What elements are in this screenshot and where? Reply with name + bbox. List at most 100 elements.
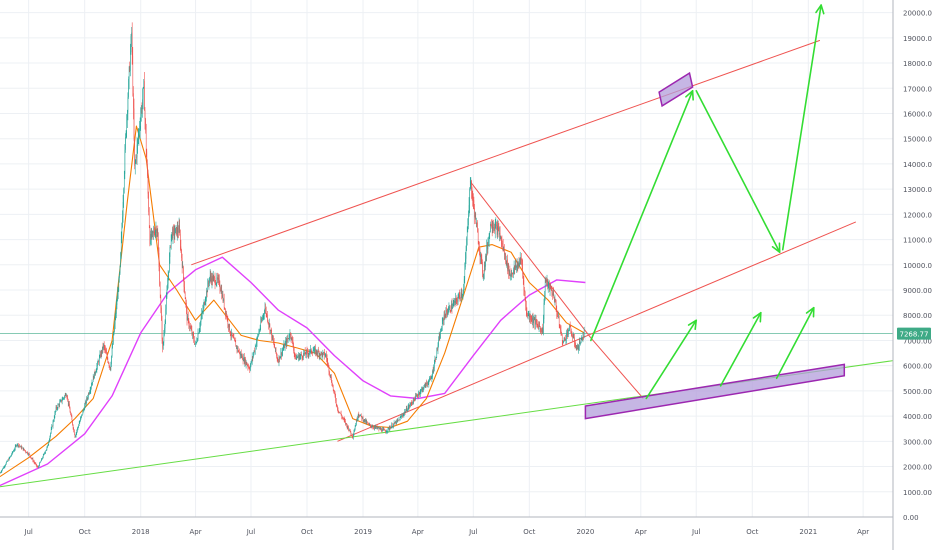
- candle-body: [332, 382, 333, 386]
- candle-body: [133, 93, 134, 108]
- candle-body: [405, 412, 406, 413]
- candle-body: [390, 428, 391, 429]
- candle-body: [322, 353, 323, 356]
- candle-body: [235, 340, 236, 342]
- candle-body: [194, 340, 195, 343]
- candle-body: [492, 227, 493, 229]
- candle-body: [563, 341, 564, 343]
- candle-body: [161, 308, 162, 321]
- candle-body: [32, 459, 33, 460]
- candle-body: [581, 338, 582, 343]
- candle-body: [303, 357, 304, 358]
- candle-body: [92, 383, 93, 386]
- candle-body: [545, 280, 546, 296]
- candle-body: [3, 468, 4, 469]
- candle-body: [206, 291, 207, 298]
- candle-body: [65, 395, 66, 396]
- candle-body: [547, 279, 548, 286]
- candle-body: [154, 234, 155, 235]
- candle-body: [176, 227, 177, 228]
- candle-body: [56, 407, 57, 411]
- candle-body: [574, 337, 575, 343]
- candle-body: [243, 357, 244, 361]
- candle-body: [518, 264, 519, 267]
- candle-body: [552, 293, 553, 295]
- candle-body: [295, 355, 296, 356]
- candle-body: [37, 466, 38, 467]
- candle-body: [465, 259, 466, 267]
- candle-body: [38, 467, 39, 468]
- candle-body: [289, 338, 290, 339]
- candle-body: [407, 408, 408, 411]
- candle-body: [212, 276, 213, 281]
- candle-body: [49, 442, 50, 444]
- candle-body: [255, 346, 256, 351]
- candle-body: [103, 347, 104, 349]
- candle-body: [27, 452, 28, 453]
- candle-body: [251, 362, 252, 366]
- candle-body: [132, 33, 133, 56]
- candle-body: [338, 411, 339, 412]
- candle-body: [215, 278, 216, 284]
- candle-body: [383, 429, 384, 430]
- candle-body: [523, 274, 524, 280]
- candle-body: [122, 227, 123, 238]
- candle-body: [147, 164, 148, 176]
- candle-body: [266, 309, 267, 315]
- candle-body: [514, 266, 515, 269]
- candle-body: [490, 232, 491, 233]
- candle-body: [532, 318, 533, 321]
- candle-body: [139, 130, 140, 136]
- y-tick-label: 19000.00: [903, 35, 932, 43]
- candle-body: [519, 263, 520, 266]
- candle-body: [5, 466, 6, 467]
- candle-body: [91, 387, 92, 390]
- y-tick-label: 17000.00: [903, 85, 932, 93]
- candle-body: [558, 315, 559, 317]
- candle-body: [399, 420, 400, 421]
- candle-body: [510, 271, 511, 276]
- candle-body: [395, 422, 396, 423]
- candle-body: [43, 455, 44, 458]
- candle-body: [382, 429, 383, 431]
- candle-body: [189, 319, 190, 326]
- candle-body: [195, 344, 196, 345]
- candle-body: [120, 253, 121, 266]
- candle-body: [579, 342, 580, 347]
- candle-body: [495, 225, 496, 231]
- candle-body: [500, 237, 501, 239]
- candle-body: [143, 87, 144, 99]
- x-tick-label: Apr: [857, 528, 869, 536]
- candle-body: [277, 356, 278, 360]
- candle-body: [100, 354, 101, 357]
- candle-body: [161, 298, 162, 308]
- candle-body: [458, 298, 459, 302]
- candle-body: [61, 400, 62, 401]
- candle-body: [252, 357, 253, 362]
- candle-body: [346, 423, 347, 425]
- candle-body: [366, 422, 367, 423]
- candle-body: [410, 405, 411, 407]
- candle-body: [72, 420, 73, 425]
- y-tick-label: 20000.00: [903, 10, 932, 18]
- candle-body: [429, 378, 430, 381]
- candle-body: [75, 436, 76, 438]
- candle-body: [256, 342, 257, 346]
- candle-body: [424, 384, 425, 385]
- candle-body: [268, 321, 269, 323]
- candle-body: [567, 333, 568, 335]
- candle-body: [202, 312, 203, 314]
- y-tick-label: 1000.00: [903, 489, 932, 497]
- candle-body: [256, 346, 257, 347]
- candle-body: [380, 428, 381, 429]
- candle-body: [44, 454, 45, 455]
- candle-body: [525, 298, 526, 306]
- candle-body: [321, 352, 322, 355]
- candle-body: [414, 398, 415, 399]
- candle-body: [512, 273, 513, 274]
- candle-body: [51, 429, 52, 433]
- candle-body: [350, 429, 351, 432]
- candle-body: [412, 403, 413, 404]
- candle-body: [231, 332, 232, 335]
